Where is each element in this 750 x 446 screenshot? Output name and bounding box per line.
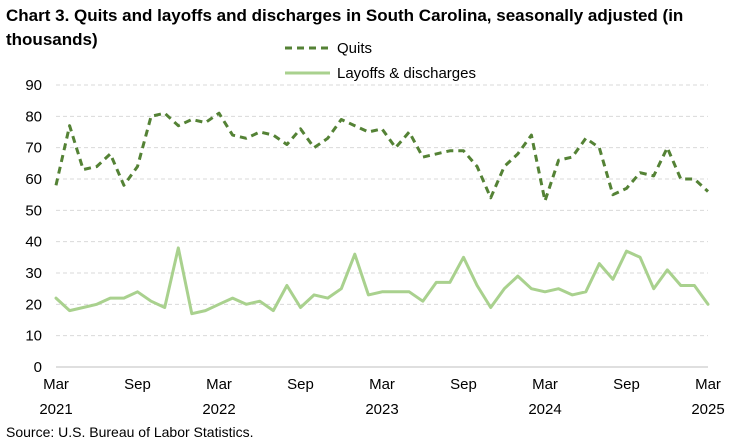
series-lines	[54, 111, 710, 316]
legend: Quits Layoffs & discharges	[285, 40, 476, 82]
y-tick-label: 70	[25, 140, 42, 157]
x-tick-label-month: Sep	[613, 376, 640, 393]
x-tick-label-month: Mar	[43, 376, 69, 393]
y-tick-label: 40	[25, 234, 42, 251]
y-tick-label: 90	[25, 77, 42, 94]
gridlines	[56, 84, 708, 337]
x-tick-label-month: Mar	[369, 376, 395, 393]
source-note: Source: U.S. Bureau of Labor Statistics.	[6, 424, 254, 440]
x-tick-label-year: 2023	[365, 401, 398, 418]
y-tick-label: 80	[25, 108, 42, 125]
y-tick-label: 30	[25, 265, 42, 282]
y-tick-label: 20	[25, 296, 42, 313]
y-tick-label: 50	[25, 202, 42, 219]
series-line-layoffs-discharges	[54, 246, 710, 316]
x-tick-label-year: 2021	[39, 401, 72, 418]
x-axis: Mar 2021 Sep Mar 2022 Sep Mar 2023 Sep Mar 2024 Sep…	[39, 366, 725, 418]
chart-title: Chart 3. Quits and layoffs and discharge…	[6, 6, 684, 49]
x-tick-label-month: Sep	[287, 376, 314, 393]
x-tick-label-month: Sep	[124, 376, 151, 393]
x-tick-label-month: Mar	[695, 376, 721, 393]
series-line-quits	[54, 111, 710, 203]
y-tick-label: 10	[25, 328, 42, 345]
x-tick-label-year: 2025	[691, 401, 724, 418]
x-tick-label-month: Sep	[450, 376, 477, 393]
y-axis-ticks: 0 10 20 30 40 50 60 70 80 90	[25, 77, 42, 376]
legend-label: Layoffs & discharges	[337, 65, 476, 82]
x-tick-label-month: Mar	[532, 376, 558, 393]
y-tick-label: 60	[25, 171, 42, 188]
y-tick-label: 0	[34, 359, 42, 376]
x-tick-label-month: Mar	[206, 376, 232, 393]
legend-label: Quits	[337, 40, 372, 57]
x-tick-label-year: 2022	[202, 401, 235, 418]
x-tick-label-year: 2024	[528, 401, 561, 418]
